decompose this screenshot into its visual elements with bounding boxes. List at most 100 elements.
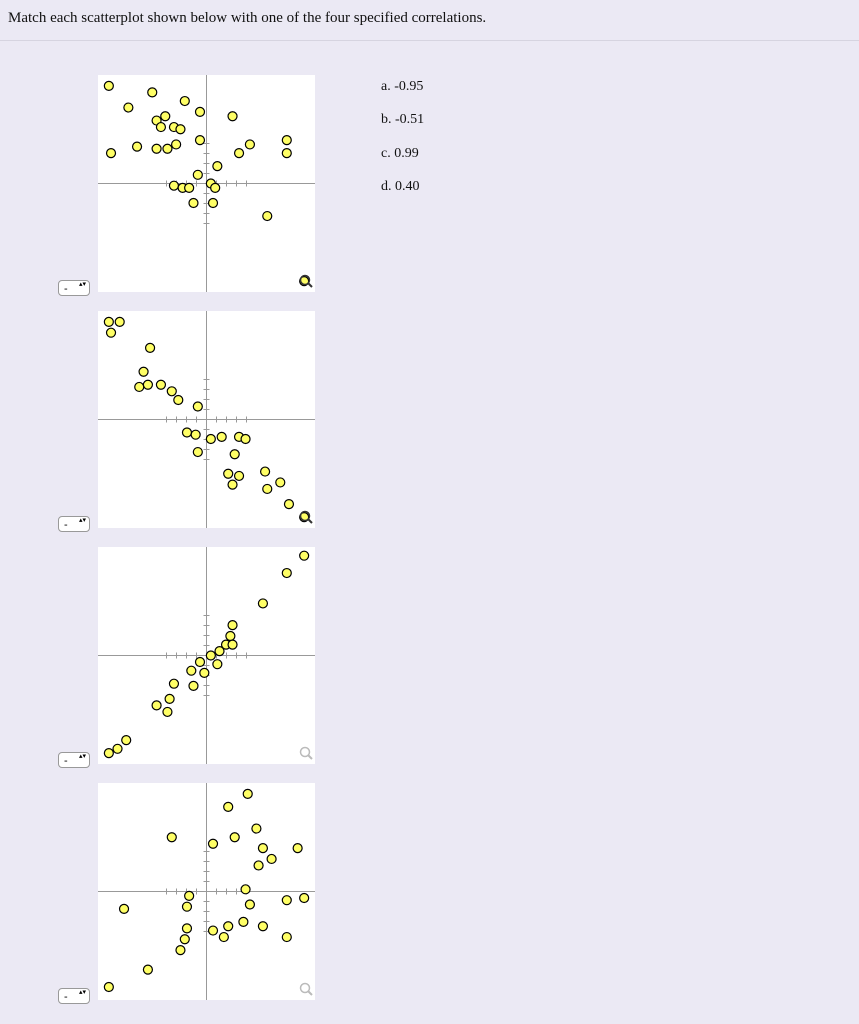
option: c. 0.99 <box>381 146 419 161</box>
point <box>262 483 273 495</box>
point <box>103 316 114 327</box>
point <box>227 639 238 650</box>
point <box>188 680 199 691</box>
point <box>112 743 123 754</box>
point <box>164 693 175 705</box>
point <box>225 630 236 642</box>
option: d. 0.40 <box>381 179 420 194</box>
zoom-icon <box>299 746 311 758</box>
point <box>162 143 173 154</box>
point <box>257 921 269 932</box>
zoom-icon <box>307 518 313 524</box>
point <box>181 923 193 934</box>
point <box>266 853 277 865</box>
point <box>227 479 238 490</box>
zoom-icon <box>299 982 311 994</box>
point <box>175 124 186 135</box>
point <box>134 381 145 393</box>
point <box>210 182 221 193</box>
point <box>118 903 130 914</box>
header: Match each scatterplot shown below with … <box>0 0 859 41</box>
point <box>184 890 195 901</box>
correlation-select[interactable]: - <box>58 516 90 532</box>
point <box>166 832 177 843</box>
point <box>233 470 245 482</box>
point <box>147 87 158 98</box>
point <box>162 706 173 718</box>
point <box>103 981 114 993</box>
point <box>207 838 219 849</box>
point <box>262 210 273 222</box>
point <box>105 148 117 159</box>
point <box>244 139 255 150</box>
zoom-icon <box>299 274 311 286</box>
point <box>194 135 206 146</box>
point <box>227 111 238 122</box>
point <box>173 394 184 406</box>
point <box>233 148 245 159</box>
point <box>242 788 253 799</box>
point <box>142 964 154 975</box>
point <box>283 499 295 510</box>
point <box>227 620 238 631</box>
point <box>229 449 240 460</box>
point <box>151 700 162 711</box>
point <box>214 646 225 657</box>
point <box>168 180 180 191</box>
point <box>259 466 271 477</box>
point <box>186 665 197 676</box>
point <box>192 401 203 412</box>
point <box>199 667 210 678</box>
point <box>155 121 167 133</box>
zoom-icon <box>299 510 311 522</box>
point <box>103 748 114 759</box>
point <box>190 429 201 440</box>
point <box>144 342 156 353</box>
correlation-select[interactable]: - <box>58 280 90 296</box>
point <box>299 892 310 904</box>
point <box>194 106 206 117</box>
point <box>292 842 303 854</box>
point <box>155 379 167 390</box>
point <box>142 379 154 390</box>
point <box>121 735 132 746</box>
point <box>257 842 269 854</box>
point <box>138 366 149 377</box>
point <box>168 678 180 689</box>
point <box>175 944 186 956</box>
point <box>240 433 251 445</box>
point <box>299 550 310 561</box>
point <box>105 327 117 338</box>
point <box>218 931 229 943</box>
point <box>229 832 240 843</box>
point <box>179 934 190 945</box>
point <box>281 567 292 579</box>
point <box>253 860 264 871</box>
option: a. -0.95 <box>381 79 424 94</box>
instruction: Match each scatterplot shown below with … <box>8 10 487 26</box>
point <box>205 433 216 445</box>
point <box>207 197 219 209</box>
point <box>171 139 182 150</box>
option: b. -0.51 <box>381 112 425 127</box>
point <box>281 895 292 906</box>
point <box>275 477 286 488</box>
point <box>192 169 203 180</box>
correlation-select[interactable]: - <box>58 988 90 1004</box>
point <box>281 931 292 943</box>
point <box>212 161 223 172</box>
point <box>212 659 223 670</box>
point <box>281 148 292 159</box>
correlation-select[interactable]: - <box>58 752 90 768</box>
point <box>103 80 114 91</box>
point <box>166 386 177 397</box>
point <box>181 901 193 912</box>
point <box>114 316 125 327</box>
point <box>223 921 234 932</box>
point <box>181 427 193 438</box>
point <box>281 135 292 146</box>
point <box>257 598 269 609</box>
point <box>194 656 206 668</box>
